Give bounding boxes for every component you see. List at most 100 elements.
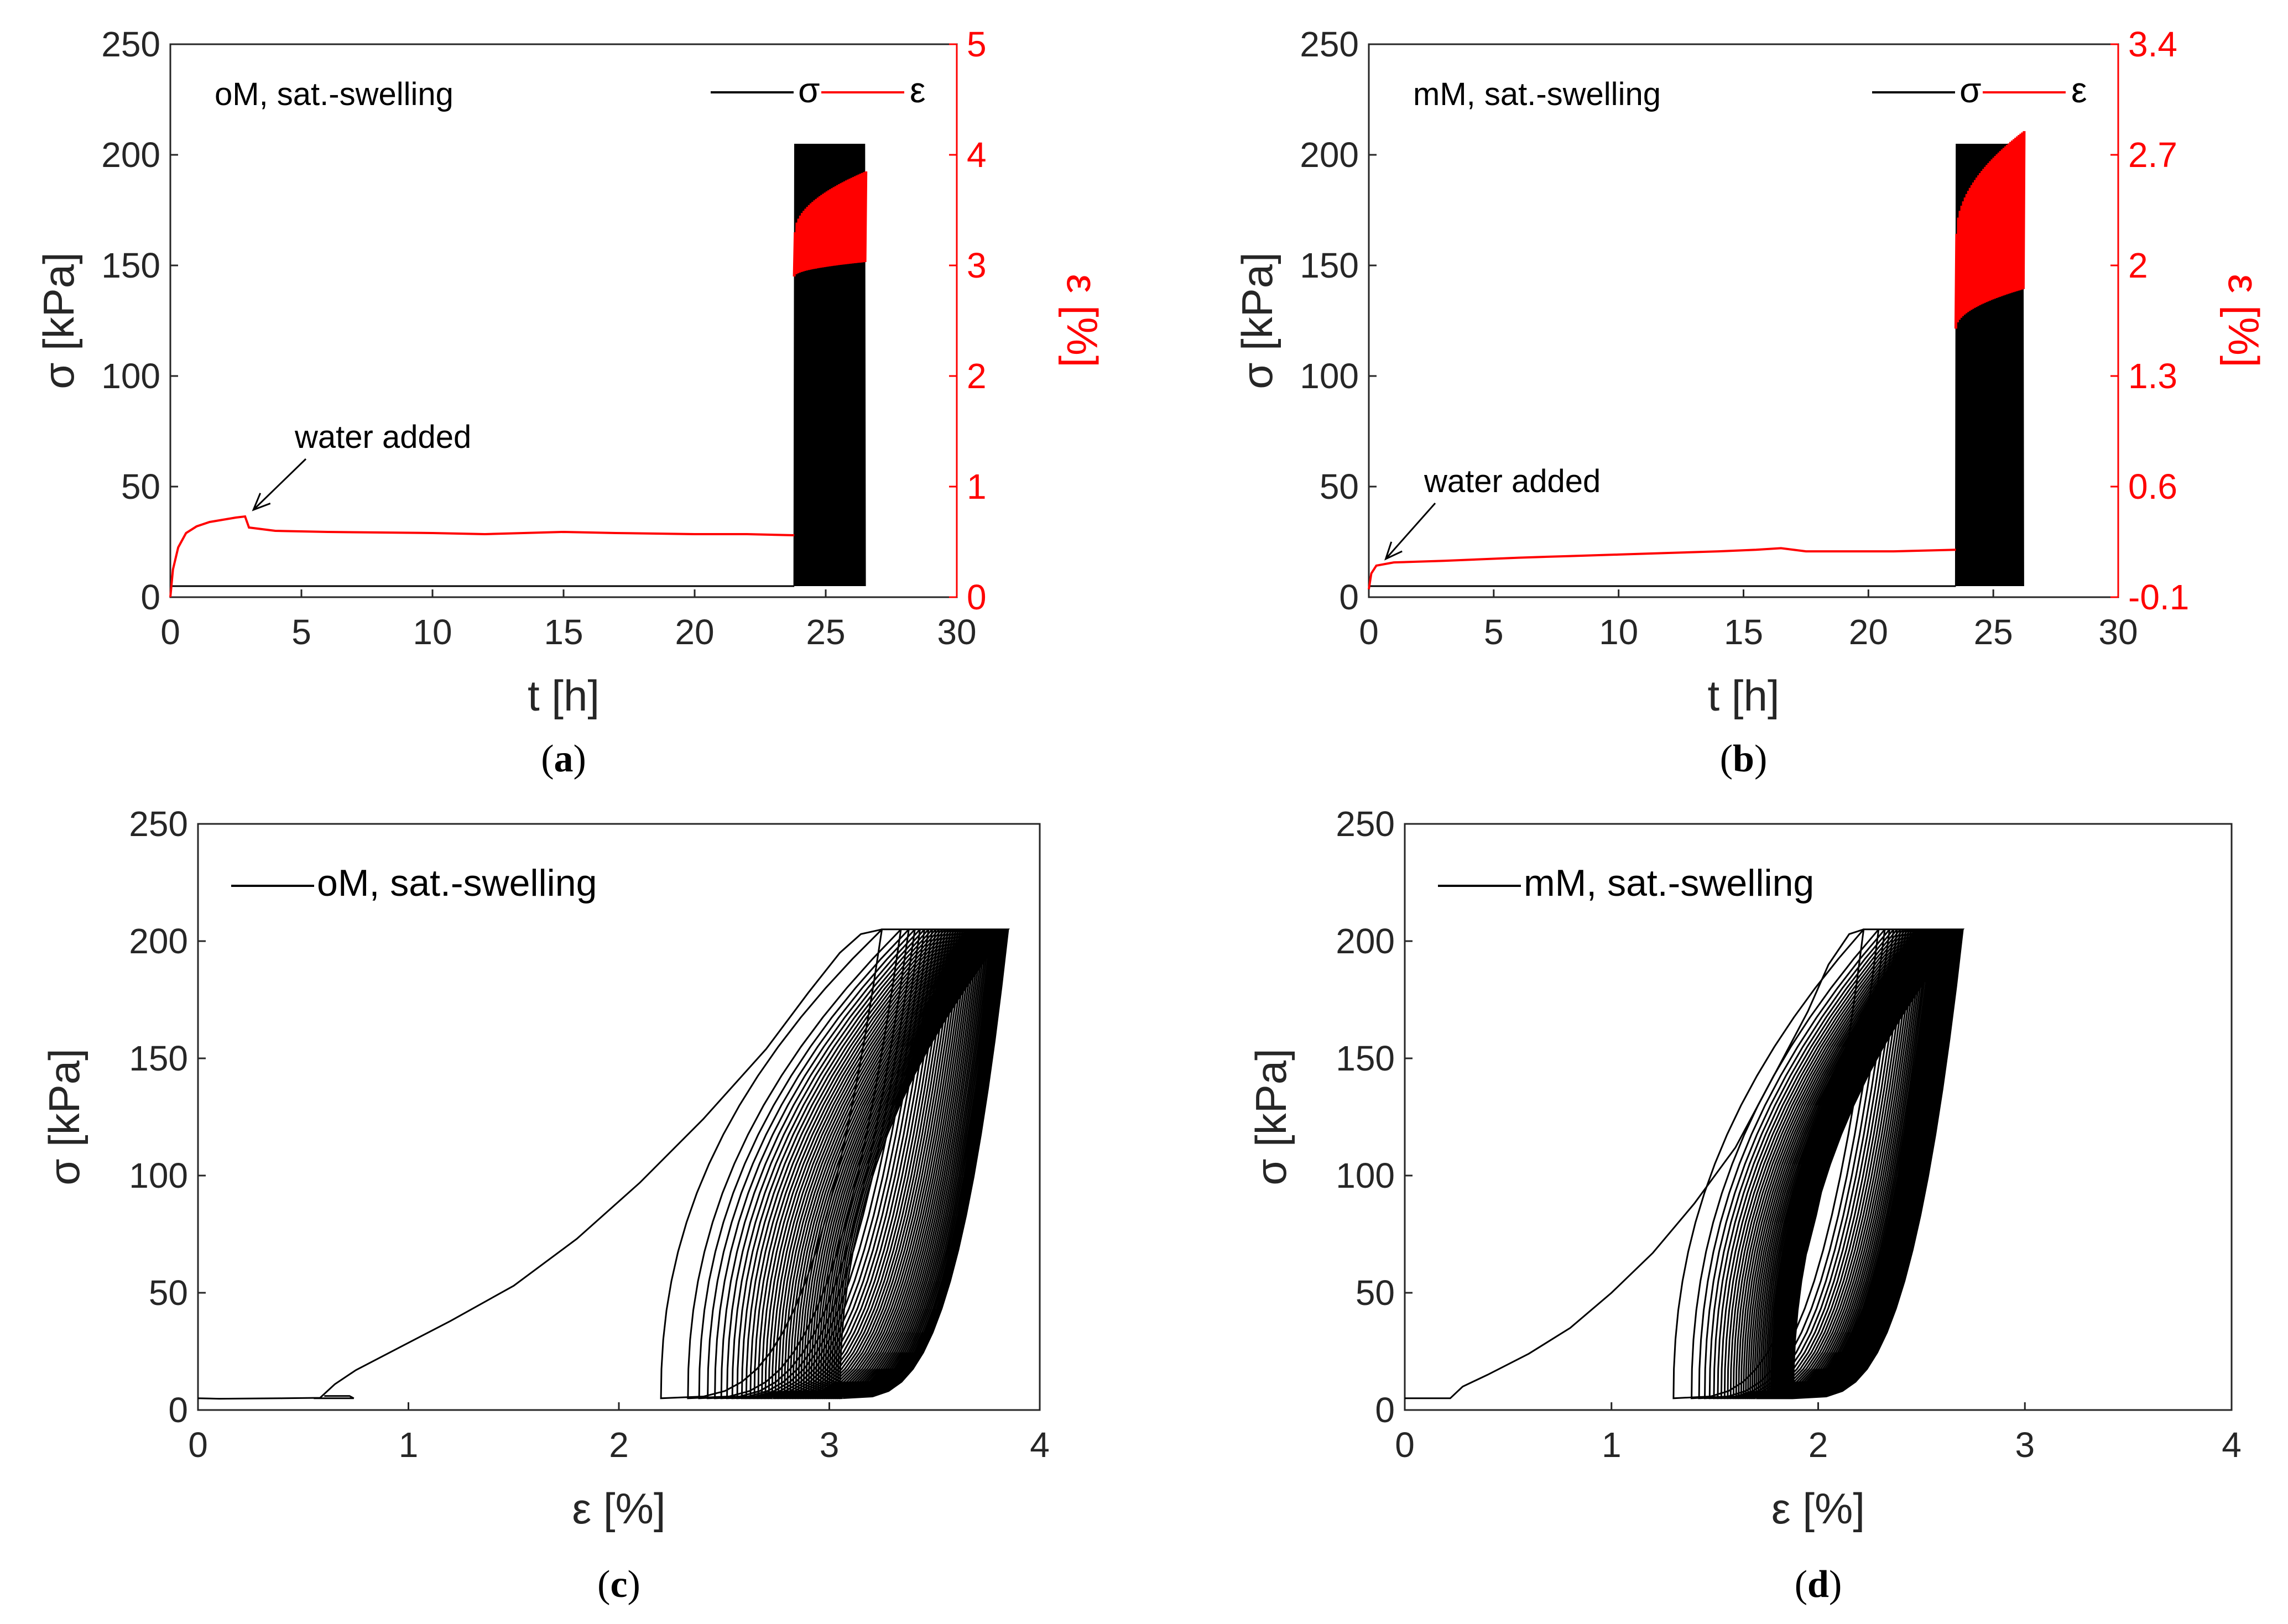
y-tick-label: 0 — [1339, 577, 1359, 617]
y-tick-label: 250 — [129, 804, 188, 844]
x-tick-label: 5 — [291, 612, 311, 652]
y2-tick-label: 5 — [967, 24, 987, 64]
y2-tick-label: -0.1 — [2128, 577, 2189, 617]
hysteresis-loops — [660, 928, 1010, 1400]
x-tick-label: 20 — [1849, 612, 1888, 652]
x-tick-label: 10 — [1599, 612, 1638, 652]
y-tick-label: 250 — [1300, 24, 1359, 64]
panel-annotation: mM, sat.-swelling — [1413, 76, 1661, 112]
y-axis-label: σ [kPa] — [1247, 1048, 1295, 1186]
x-tick-label: 2 — [609, 1425, 629, 1465]
x-tick-label: 15 — [544, 612, 583, 652]
panel-b: 0 5 10 15 20 25 30 0 50 100 150 200 250 t [h] σ [kPa] -… — [1233, 24, 2268, 720]
y-tick-label: 50 — [121, 467, 160, 506]
annotation-arrow-head — [252, 493, 271, 511]
x-tick-label: 30 — [937, 612, 976, 652]
y-tick-label: 200 — [129, 921, 188, 961]
y-tick-label: 0 — [168, 1390, 188, 1430]
y2-axis-label: ε [%] — [2219, 274, 2268, 367]
y-tick-label: 0 — [1375, 1390, 1395, 1430]
x-tick-label: 0 — [1359, 612, 1379, 652]
epsilon-cycling-line — [1954, 131, 2026, 329]
x-tick-label: 1 — [399, 1425, 419, 1465]
y-tick-label: 150 — [1336, 1038, 1395, 1078]
x-tick-label: 0 — [160, 612, 180, 652]
legend-eps-label: ε — [2071, 70, 2087, 110]
initial-loading-curve — [197, 928, 882, 1400]
x-axis-label: ε [%] — [1771, 1484, 1865, 1533]
y-axis-label: σ [kPa] — [1233, 252, 1281, 389]
y2-tick-label: 2.7 — [2128, 135, 2177, 175]
y-tick-label: 150 — [1300, 246, 1359, 285]
x-tick-label: 25 — [806, 612, 845, 652]
y-tick-label: 50 — [1320, 467, 1359, 506]
epsilon-series-line — [1368, 547, 1956, 590]
y-tick-label: 150 — [129, 1038, 188, 1078]
x-axis-label: t [h] — [528, 671, 600, 720]
y-axis-label: σ [kPa] — [34, 252, 83, 389]
x-tick-label: 2 — [1808, 1425, 1828, 1465]
x-tick-label: 30 — [2098, 612, 2138, 652]
y-tick-label: 200 — [1336, 921, 1395, 961]
legend-label: oM, sat.-swelling — [317, 862, 597, 904]
y-axis-label: σ [kPa] — [40, 1048, 88, 1186]
panel-d: 0 1 2 3 4 0 50 100 150 200 250 ε [%] σ [kPa] mM, sat.… — [1247, 804, 2242, 1533]
y-tick-label: 100 — [101, 356, 160, 396]
caption-close: ) — [1754, 738, 1767, 780]
annotation-arrow-line — [1385, 503, 1436, 560]
x-axis-label: t [h] — [1707, 671, 1779, 720]
panel-caption: (b) — [1720, 738, 1768, 780]
y2-tick-label: 4 — [967, 135, 987, 175]
legend-sigma-label: σ — [798, 70, 820, 110]
water-added-label: water added — [294, 419, 471, 455]
caption-open: ( — [597, 1563, 610, 1606]
y-tick-label: 200 — [101, 135, 160, 175]
hysteresis-loops — [1672, 928, 1965, 1400]
water-added-label: water added — [1424, 463, 1601, 499]
initial-tail-curve — [314, 1395, 355, 1400]
y2-tick-label: 3 — [967, 246, 987, 285]
y2-tick-label: 1.3 — [2128, 356, 2177, 396]
sigma-cycling-line — [793, 143, 866, 587]
y2-tick-label: 0 — [967, 577, 987, 617]
annotation-arrow-head — [1384, 541, 1403, 561]
epsilon-cycling-line — [793, 171, 868, 277]
x-axis-label: ε [%] — [572, 1484, 665, 1533]
y-tick-label: 100 — [129, 1156, 188, 1195]
y2-tick-label: 2 — [2128, 246, 2148, 285]
y-tick-label: 150 — [101, 246, 160, 285]
y2-axis-label: ε [%] — [1058, 274, 1107, 367]
x-tick-label: 4 — [2222, 1425, 2242, 1465]
panel-caption: (a) — [541, 738, 586, 780]
y2-tick-label: 2 — [967, 356, 987, 396]
y-tick-label: 200 — [1300, 135, 1359, 175]
x-tick-label: 5 — [1484, 612, 1504, 652]
x-tick-label: 4 — [1030, 1425, 1050, 1465]
epsilon-series-line — [169, 515, 795, 598]
y-tick-label: 250 — [101, 24, 160, 64]
caption-letter: b — [1733, 738, 1754, 780]
legend-eps-label: ε — [910, 70, 926, 110]
x-tick-label: 1 — [1602, 1425, 1622, 1465]
legend-sigma-label: σ — [1959, 70, 1982, 110]
y-tick-label: 100 — [1300, 356, 1359, 396]
panel-caption: (c) — [597, 1563, 640, 1606]
x-tick-label: 3 — [820, 1425, 840, 1465]
x-tick-label: 20 — [675, 612, 714, 652]
y-tick-label: 100 — [1336, 1156, 1395, 1195]
caption-open: ( — [1795, 1563, 1807, 1606]
caption-open: ( — [1720, 738, 1733, 780]
caption-open: ( — [541, 738, 554, 780]
panel-annotation: oM, sat.-swelling — [215, 76, 454, 112]
x-tick-label: 10 — [413, 612, 452, 652]
caption-letter: d — [1807, 1563, 1829, 1606]
panel-c: 0 1 2 3 4 0 50 100 150 200 250 ε [%] σ [kPa] oM, sat.… — [40, 804, 1050, 1533]
x-tick-label: 0 — [188, 1425, 208, 1465]
sigma-cycling-line — [1955, 143, 2024, 587]
y2-tick-label: 3.4 — [2128, 24, 2177, 64]
annotation-arrow-line — [253, 458, 307, 511]
y-tick-label: 50 — [149, 1273, 188, 1313]
x-tick-label: 25 — [1974, 612, 2013, 652]
x-tick-label: 15 — [1724, 612, 1763, 652]
